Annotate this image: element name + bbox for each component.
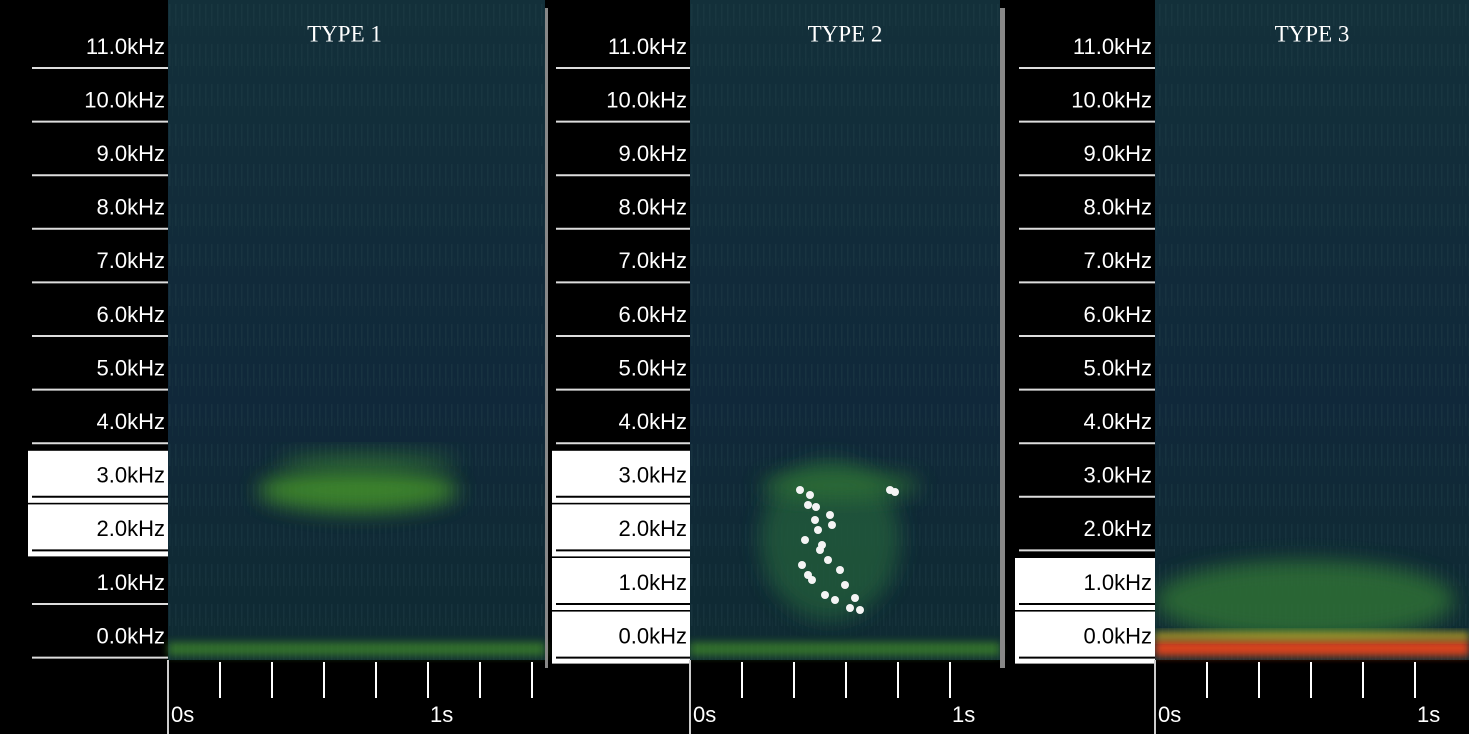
note-dot bbox=[806, 491, 814, 499]
label-highlight bbox=[28, 450, 168, 503]
frequency-label: 1.0kHz bbox=[619, 570, 687, 595]
frequency-label: 4.0kHz bbox=[97, 409, 165, 434]
note-dot bbox=[846, 604, 854, 612]
label-highlight bbox=[1015, 611, 1155, 664]
spectrogram-panel: TYPE 2 11.0kHz 10.0kHz 9.0kHz 8.0kHz 7.0kHz 6.… bbox=[552, 0, 1000, 734]
note-dot bbox=[801, 536, 809, 544]
note-dot bbox=[841, 581, 849, 589]
frequency-label: 9.0kHz bbox=[1084, 141, 1152, 166]
frequency-label: 9.0kHz bbox=[619, 141, 687, 166]
note-dot bbox=[891, 488, 899, 496]
frequency-label: 0.0kHz bbox=[1084, 623, 1152, 648]
panel-title: TYPE 2 bbox=[808, 21, 883, 46]
frequency-label: 6.0kHz bbox=[97, 302, 165, 327]
label-highlight bbox=[552, 450, 690, 503]
note-dot bbox=[856, 606, 864, 614]
note-dot bbox=[814, 526, 822, 534]
time-label: 0s bbox=[693, 702, 716, 727]
time-label: 0s bbox=[1158, 702, 1181, 727]
floor-band bbox=[168, 642, 545, 656]
frequency-label: 0.0kHz bbox=[97, 623, 165, 648]
label-highlight bbox=[28, 504, 168, 557]
energy bbox=[258, 468, 458, 512]
frequency-label: 5.0kHz bbox=[1084, 355, 1152, 380]
label-highlight bbox=[552, 504, 690, 557]
note-dot bbox=[804, 571, 812, 579]
divider bbox=[545, 8, 548, 668]
frequency-label: 6.0kHz bbox=[619, 302, 687, 327]
low-band bbox=[1155, 632, 1469, 640]
frequency-label: 7.0kHz bbox=[97, 248, 165, 273]
time-label: 1s bbox=[952, 702, 975, 727]
frequency-label: 7.0kHz bbox=[619, 248, 687, 273]
frequency-label: 2.0kHz bbox=[1084, 516, 1152, 541]
frequency-label: 6.0kHz bbox=[1084, 302, 1152, 327]
note-dot bbox=[826, 511, 834, 519]
energy bbox=[278, 452, 458, 472]
frequency-label: 8.0kHz bbox=[1084, 195, 1152, 220]
note-dot bbox=[796, 486, 804, 494]
frequency-label: 2.0kHz bbox=[619, 516, 687, 541]
note-dot bbox=[851, 594, 859, 602]
frequency-label: 10.0kHz bbox=[84, 87, 165, 112]
note-dot bbox=[804, 501, 812, 509]
frequency-label: 4.0kHz bbox=[1084, 409, 1152, 434]
frequency-label: 8.0kHz bbox=[97, 195, 165, 220]
note-dot bbox=[836, 566, 844, 574]
note-dot bbox=[818, 541, 826, 549]
spectrogram-panel: TYPE 3 11.0kHz 10.0kHz 9.0kHz 8.0kHz 7.0kHz 6.… bbox=[1015, 0, 1469, 734]
low-band bbox=[1155, 640, 1469, 656]
frequency-label: 11.0kHz bbox=[86, 34, 165, 59]
note-dot bbox=[824, 556, 832, 564]
frequency-label: 10.0kHz bbox=[606, 87, 687, 112]
energy bbox=[1155, 560, 1455, 640]
note-dot bbox=[831, 596, 839, 604]
panel-title: TYPE 3 bbox=[1275, 21, 1350, 46]
note-dot bbox=[828, 521, 836, 529]
frequency-label: 8.0kHz bbox=[619, 195, 687, 220]
time-label: 1s bbox=[430, 702, 453, 727]
noise bbox=[1155, 0, 1469, 660]
label-highlight bbox=[552, 558, 690, 610]
note-dot bbox=[812, 503, 820, 511]
time-label: 0s bbox=[171, 702, 194, 727]
frequency-label: 1.0kHz bbox=[1084, 570, 1152, 595]
frequency-label: 0.0kHz bbox=[619, 623, 687, 648]
frequency-label: 7.0kHz bbox=[1084, 248, 1152, 273]
frequency-label: 11.0kHz bbox=[608, 34, 687, 59]
panel-title: TYPE 1 bbox=[307, 21, 382, 46]
time-label: 1s bbox=[1417, 702, 1440, 727]
frequency-label: 5.0kHz bbox=[619, 355, 687, 380]
frequency-label: 10.0kHz bbox=[1071, 87, 1152, 112]
energy bbox=[760, 460, 900, 620]
frequency-label: 5.0kHz bbox=[97, 355, 165, 380]
frequency-label: 3.0kHz bbox=[1084, 463, 1152, 488]
frequency-label: 2.0kHz bbox=[97, 516, 165, 541]
frequency-label: 1.0kHz bbox=[97, 570, 165, 595]
frequency-label: 3.0kHz bbox=[97, 463, 165, 488]
note-dot bbox=[798, 561, 806, 569]
divider bbox=[1000, 8, 1005, 668]
note-dot bbox=[821, 591, 829, 599]
frequency-label: 9.0kHz bbox=[97, 141, 165, 166]
frequency-label: 3.0kHz bbox=[619, 463, 687, 488]
label-highlight bbox=[1015, 558, 1155, 610]
noise bbox=[168, 0, 545, 660]
note-dot bbox=[811, 516, 819, 524]
label-highlight bbox=[552, 611, 690, 664]
floor-band bbox=[690, 642, 1000, 656]
spectrogram-panel: TYPE 1 11.0kHz 10.0kHz 9.0kHz 8.0kHz 7.0kHz 6.… bbox=[28, 0, 545, 734]
frequency-label: 4.0kHz bbox=[619, 409, 687, 434]
frequency-label: 11.0kHz bbox=[1073, 34, 1152, 59]
